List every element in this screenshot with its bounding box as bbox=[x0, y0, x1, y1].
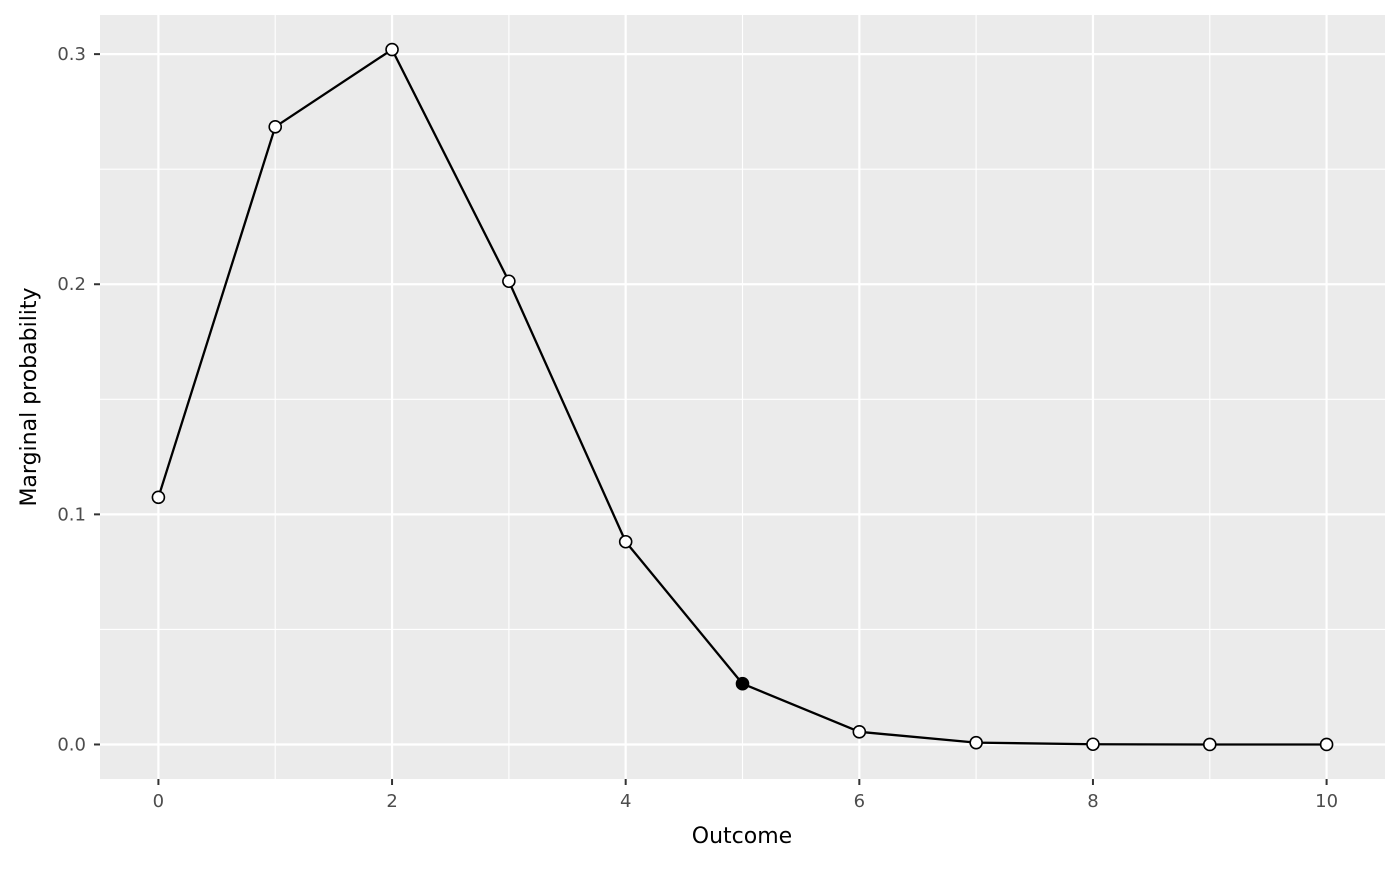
x-tick-label: 6 bbox=[854, 791, 865, 812]
data-point bbox=[969, 735, 983, 750]
data-points-layer bbox=[151, 42, 1334, 752]
x-tick-label: 0 bbox=[153, 791, 164, 812]
x-tick-label: 8 bbox=[1087, 791, 1098, 812]
major-gridlines bbox=[100, 15, 1385, 779]
x-tick-label: 2 bbox=[386, 791, 397, 812]
y-axis-title: Marginal probability bbox=[17, 287, 42, 506]
data-point bbox=[1086, 737, 1100, 752]
data-point bbox=[502, 274, 516, 289]
y-tick-label: 0.2 bbox=[57, 274, 86, 295]
y-axis: 0.0 0.1 0.2 0.3 bbox=[57, 44, 100, 755]
y-tick-label: 0.0 bbox=[57, 734, 86, 755]
x-axis: 0 2 4 6 8 10 bbox=[153, 779, 1338, 812]
highlighted-data-point bbox=[735, 676, 750, 691]
y-tick-label: 0.1 bbox=[57, 504, 86, 525]
data-point bbox=[268, 120, 283, 134]
x-tick-label: 4 bbox=[620, 791, 631, 812]
x-axis-title: Outcome bbox=[692, 824, 792, 849]
x-tick-label: 10 bbox=[1315, 791, 1338, 812]
data-point bbox=[1319, 737, 1334, 752]
y-tick-label: 0.3 bbox=[57, 44, 86, 65]
data-point bbox=[151, 490, 166, 505]
data-point bbox=[385, 42, 399, 57]
minor-gridlines bbox=[100, 15, 1385, 779]
data-point bbox=[852, 725, 867, 739]
data-point bbox=[618, 534, 633, 549]
data-point bbox=[1202, 737, 1217, 752]
